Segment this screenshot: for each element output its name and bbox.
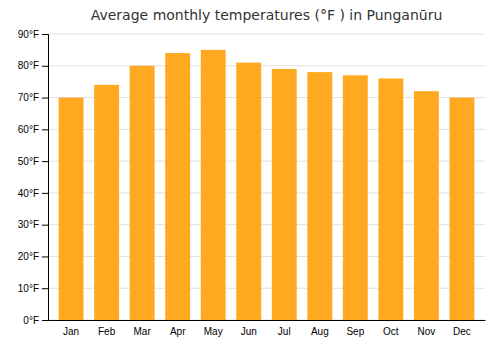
chart: 0°F 10°F 20°F 30°F 40°F 50°F 60°F 70°F 80°F 90°F J…: [0, 0, 500, 350]
bar: [130, 66, 155, 320]
tick-label: Feb: [98, 326, 116, 337]
grid-line: [48, 65, 485, 66]
tick-label: 0°F: [23, 315, 39, 326]
tick: Sep: [346, 326, 364, 337]
bar: [201, 50, 226, 320]
bar: [343, 75, 368, 320]
tick: Nov: [417, 326, 435, 337]
bar: [165, 53, 190, 320]
tick-mark: [42, 320, 48, 321]
axis-line: [49, 320, 486, 321]
grid: [48, 34, 485, 320]
tick-label: Sep: [346, 326, 364, 337]
tick-mark: [42, 34, 48, 35]
tick-label: 40°F: [18, 188, 39, 199]
tick-mark: [42, 256, 48, 257]
tick-label: Apr: [170, 326, 186, 337]
plot: 0°F 10°F 20°F 30°F 40°F 50°F 60°F 70°F 80°F 90°F J…: [18, 29, 486, 337]
tick: 50°F: [18, 156, 48, 167]
bar: [272, 69, 297, 320]
bar: [236, 63, 261, 320]
tick-label: Mar: [134, 326, 152, 337]
tick: Oct: [383, 326, 399, 337]
tick: Dec: [453, 326, 471, 337]
tick-mark: [42, 98, 48, 99]
axis-line: [42, 35, 49, 321]
tick-mark: [42, 288, 48, 289]
tick-label: 10°F: [18, 283, 39, 294]
tick: 0°F: [23, 315, 48, 326]
tick: 20°F: [18, 251, 48, 262]
tick-label: Nov: [417, 326, 435, 337]
tick: Apr: [170, 326, 186, 337]
tick: 30°F: [18, 219, 48, 230]
grid-line: [48, 34, 485, 35]
title: Average monthly temperatures (°F ) in Pu…: [91, 7, 443, 23]
tick-label: May: [204, 326, 223, 337]
bar: [307, 72, 332, 320]
bar: [378, 78, 403, 320]
tick-mark: [42, 193, 48, 194]
tick-mark: [42, 66, 48, 67]
tick-label: 90°F: [18, 29, 39, 40]
tick-label: Oct: [383, 326, 399, 337]
tick-label: Aug: [311, 326, 329, 337]
tick-label: Dec: [453, 326, 471, 337]
tick-label: 50°F: [18, 156, 39, 167]
tick-label: 20°F: [18, 251, 39, 262]
tick-label: Jan: [63, 326, 79, 337]
tick-mark: [42, 161, 48, 162]
tick: 40°F: [18, 188, 48, 199]
tick: May: [204, 326, 223, 337]
bars: [59, 50, 475, 320]
tick-label: Jul: [278, 326, 291, 337]
tick-label: 70°F: [18, 92, 39, 103]
tick: 10°F: [18, 283, 48, 294]
tick-label: Jun: [241, 326, 257, 337]
tick-label: 80°F: [18, 60, 39, 71]
bar: [449, 98, 474, 320]
tick-label: 30°F: [18, 219, 39, 230]
bar: [59, 98, 84, 320]
tick: Mar: [134, 326, 152, 337]
tick: Feb: [98, 326, 116, 337]
bar: [94, 85, 119, 320]
tick-label: 60°F: [18, 124, 39, 135]
tick: 70°F: [18, 92, 48, 103]
tick: Jun: [241, 326, 257, 337]
tick-mark: [42, 129, 48, 130]
tick: 60°F: [18, 124, 48, 135]
x-axis: Jan Feb Mar Apr May Jun Jul Aug Sep Oct Nov Dec: [49, 321, 486, 338]
tick: 90°F: [18, 29, 48, 40]
tick: Jul: [278, 326, 291, 337]
y-axis: 0°F 10°F 20°F 30°F 40°F 50°F 60°F 70°F 80°F 90°F: [18, 29, 49, 326]
tick-mark: [42, 225, 48, 226]
tick: Aug: [311, 326, 329, 337]
tick: 80°F: [18, 60, 48, 71]
bar: [414, 91, 439, 320]
tick: Jan: [63, 326, 79, 337]
